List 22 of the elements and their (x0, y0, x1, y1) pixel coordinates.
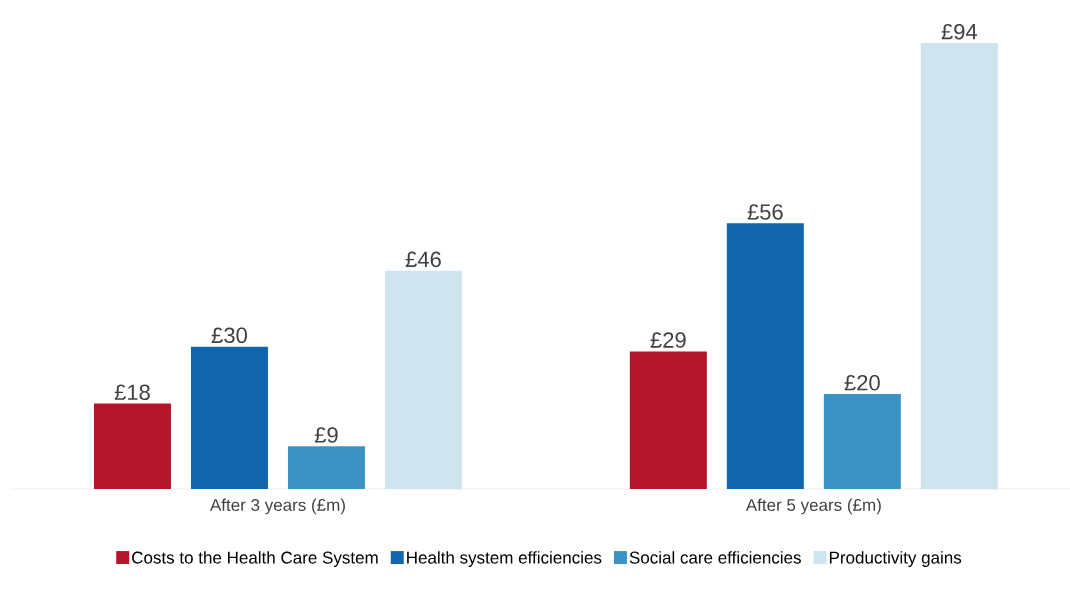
bar (287, 446, 365, 489)
legend-label: Productivity gains (829, 551, 962, 568)
data-label: £30 (211, 327, 247, 344)
data-label: £20 (844, 374, 880, 391)
x-tick-label: After 5 years (£m) (745, 498, 881, 515)
bar (190, 346, 268, 489)
bar (384, 270, 462, 489)
legend-label: Social care efficiencies (629, 551, 801, 564)
bar (93, 403, 171, 489)
bar (823, 394, 901, 489)
legend-label: Costs to the Health Care System (132, 551, 378, 568)
bar (726, 223, 804, 489)
legend-label: Health system efficiencies (407, 551, 602, 568)
data-label: £29 (650, 332, 686, 348)
data-label: £46 (405, 251, 441, 268)
data-label: £56 (747, 204, 783, 220)
bar (920, 43, 998, 489)
data-label: £18 (114, 384, 150, 401)
x-tick-label: After 3 years (£m) (209, 498, 345, 515)
bar (629, 351, 707, 489)
data-label: £9 (314, 427, 338, 443)
data-label: £94 (941, 23, 978, 40)
